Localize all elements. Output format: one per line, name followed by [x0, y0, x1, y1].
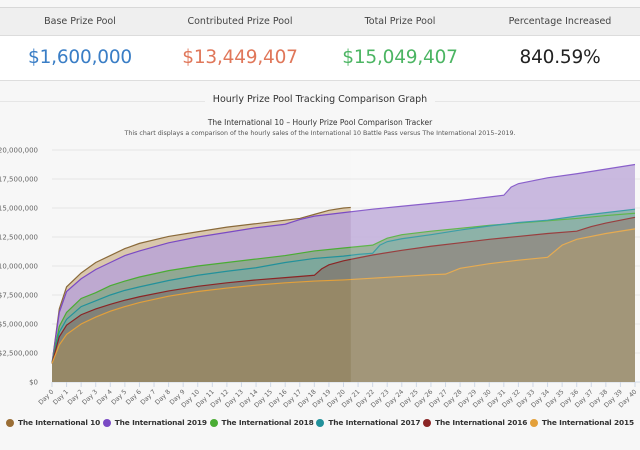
stat-label-contributed: Contributed Prize Pool [187, 16, 293, 27]
stats-value-row: $1,600,000 $13,449,407 $15,049,407 840.5… [0, 36, 640, 82]
legend-dot-icon [6, 418, 14, 427]
stat-value-percentage: 840.59% [519, 47, 601, 68]
legend-item[interactable]: The International 2016 [423, 418, 527, 427]
x-tick-label: Day 6 [125, 388, 143, 406]
legend-label: The International 2016 [435, 418, 528, 427]
legend-item[interactable]: The International 2015 [529, 418, 634, 427]
stat-value-contributed: $13,449,407 [182, 47, 298, 68]
stats-header-row: Base Prize Pool Contributed Prize Pool T… [0, 8, 640, 36]
legend-dot-icon [423, 418, 432, 427]
y-tick-label: $20,000,000 [0, 147, 38, 155]
line-the-international-2017 [51, 208, 636, 364]
legend-item[interactable]: The International 10 [6, 418, 100, 427]
legend-item[interactable]: The International 2019 [102, 418, 207, 427]
legend-item[interactable]: The International 2018 [209, 418, 314, 427]
prize-pool-stats: Base Prize Pool Contributed Prize Pool T… [0, 7, 640, 81]
x-tick-label: Day 1 [52, 388, 70, 406]
x-tick-label: Day 0 [37, 388, 55, 406]
line-the-international-2019 [51, 163, 636, 364]
legend-label: The International 2015 [541, 418, 634, 427]
section-title-text: Hourly Prize Pool Tracking Comparison Gr… [204, 94, 436, 105]
legend-label: The International 10 [18, 418, 101, 427]
legend-item[interactable]: The International 2017 [316, 418, 421, 427]
x-tick-label: Day 3 [81, 388, 99, 406]
x-tick-label: Day 2 [67, 388, 85, 406]
chart-legend: The International 10 The International 20… [6, 418, 634, 427]
future-region [350, 150, 640, 382]
line-the-international-2015 [51, 228, 636, 364]
legend-dot-icon [102, 418, 111, 427]
section-title: Hourly Prize Pool Tracking Comparison Gr… [0, 94, 640, 105]
y-tick-label: $0 [29, 379, 38, 387]
y-tick-label: $17,500,000 [0, 176, 38, 184]
line-the-international-2016 [51, 216, 636, 364]
stat-value-total: $15,049,407 [342, 47, 458, 68]
x-tick-label: Day 8 [154, 388, 172, 406]
prize-pool-chart[interactable]: $0 $2,500,000 $5,000,000 $7,500,000 $10,000,… [0, 140, 640, 415]
divider-right [430, 101, 640, 102]
stat-value-base: $1,600,000 [28, 47, 132, 68]
y-tick-label: $12,500,000 [0, 234, 38, 242]
x-tick-label: Day 4 [96, 388, 114, 406]
y-tick-label: $2,500,000 [0, 350, 38, 358]
stat-label-base: Base Prize Pool [44, 16, 116, 27]
y-tick-label: $15,000,000 [0, 205, 38, 213]
legend-dot-icon [316, 418, 325, 427]
chart-subtitle: This chart displays a comparison of the … [124, 130, 516, 137]
y-tick-label: $5,000,000 [0, 321, 38, 329]
x-tick-label: Day 7 [139, 388, 157, 406]
area-the-international-2015 [52, 228, 635, 382]
stat-label-percentage: Percentage Increased [508, 16, 612, 27]
legend-label: The International 2019 [114, 418, 207, 427]
y-tick-label: $7,500,000 [0, 292, 38, 300]
legend-label: The International 2017 [328, 418, 421, 427]
legend-dot-icon [209, 418, 218, 427]
legend-dot-icon [529, 418, 538, 427]
divider-left [0, 101, 210, 102]
legend-label: The International 2018 [221, 418, 314, 427]
line-the-international-10 [51, 206, 351, 364]
stat-label-total: Total Prize Pool [364, 16, 436, 27]
x-tick-label: Day 5 [110, 388, 128, 406]
chart-title: The International 10 – Hourly Prize Pool… [207, 118, 433, 127]
y-tick-label: $10,000,000 [0, 263, 38, 271]
